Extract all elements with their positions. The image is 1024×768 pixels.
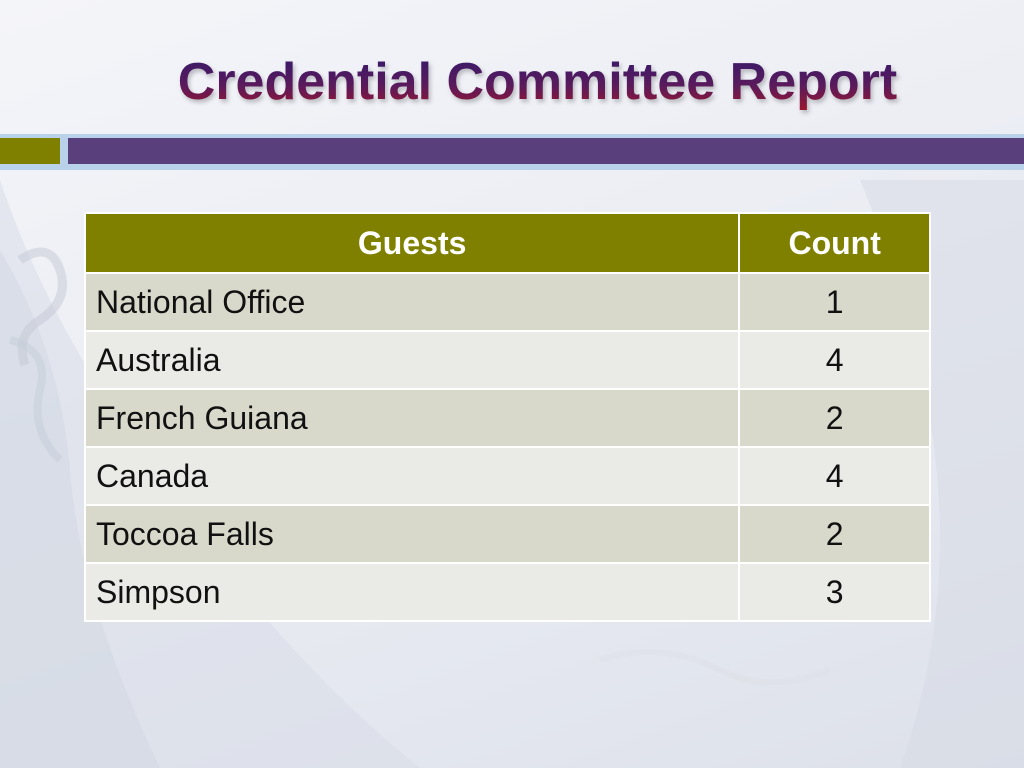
table-row: Canada 4: [83, 446, 931, 506]
table-row: Toccoa Falls 2: [83, 504, 931, 564]
divider-accent-purple: [68, 138, 1024, 164]
guest-count-cell: 1: [738, 272, 931, 332]
guest-count-cell: 2: [738, 388, 931, 448]
guest-name-cell: Simpson: [83, 562, 741, 622]
guest-count-cell: 3: [738, 562, 931, 622]
guests-column-header: Guests: [83, 212, 741, 274]
table-row: Australia 4: [83, 330, 931, 390]
guest-count-cell: 4: [738, 330, 931, 390]
guest-name-cell: Toccoa Falls: [83, 504, 741, 564]
guest-name-cell: National Office: [83, 272, 741, 332]
guest-name-cell: Canada: [83, 446, 741, 506]
guest-name-cell: Australia: [83, 330, 741, 390]
guest-name-cell: French Guiana: [83, 388, 741, 448]
table-row: Simpson 3: [83, 562, 931, 622]
title-divider-bar: [0, 134, 1024, 170]
slide-title: Credential Committee Report: [0, 46, 1024, 118]
table-row: French Guiana 2: [83, 388, 931, 448]
guest-count-cell: 4: [738, 446, 931, 506]
credential-table: Guests Count National Office 1 Australia…: [83, 212, 931, 622]
table-row: National Office 1: [83, 272, 931, 332]
table-header-row: Guests Count: [83, 212, 931, 274]
divider-accent-olive: [0, 138, 60, 164]
count-column-header: Count: [738, 212, 931, 274]
guest-count-cell: 2: [738, 504, 931, 564]
